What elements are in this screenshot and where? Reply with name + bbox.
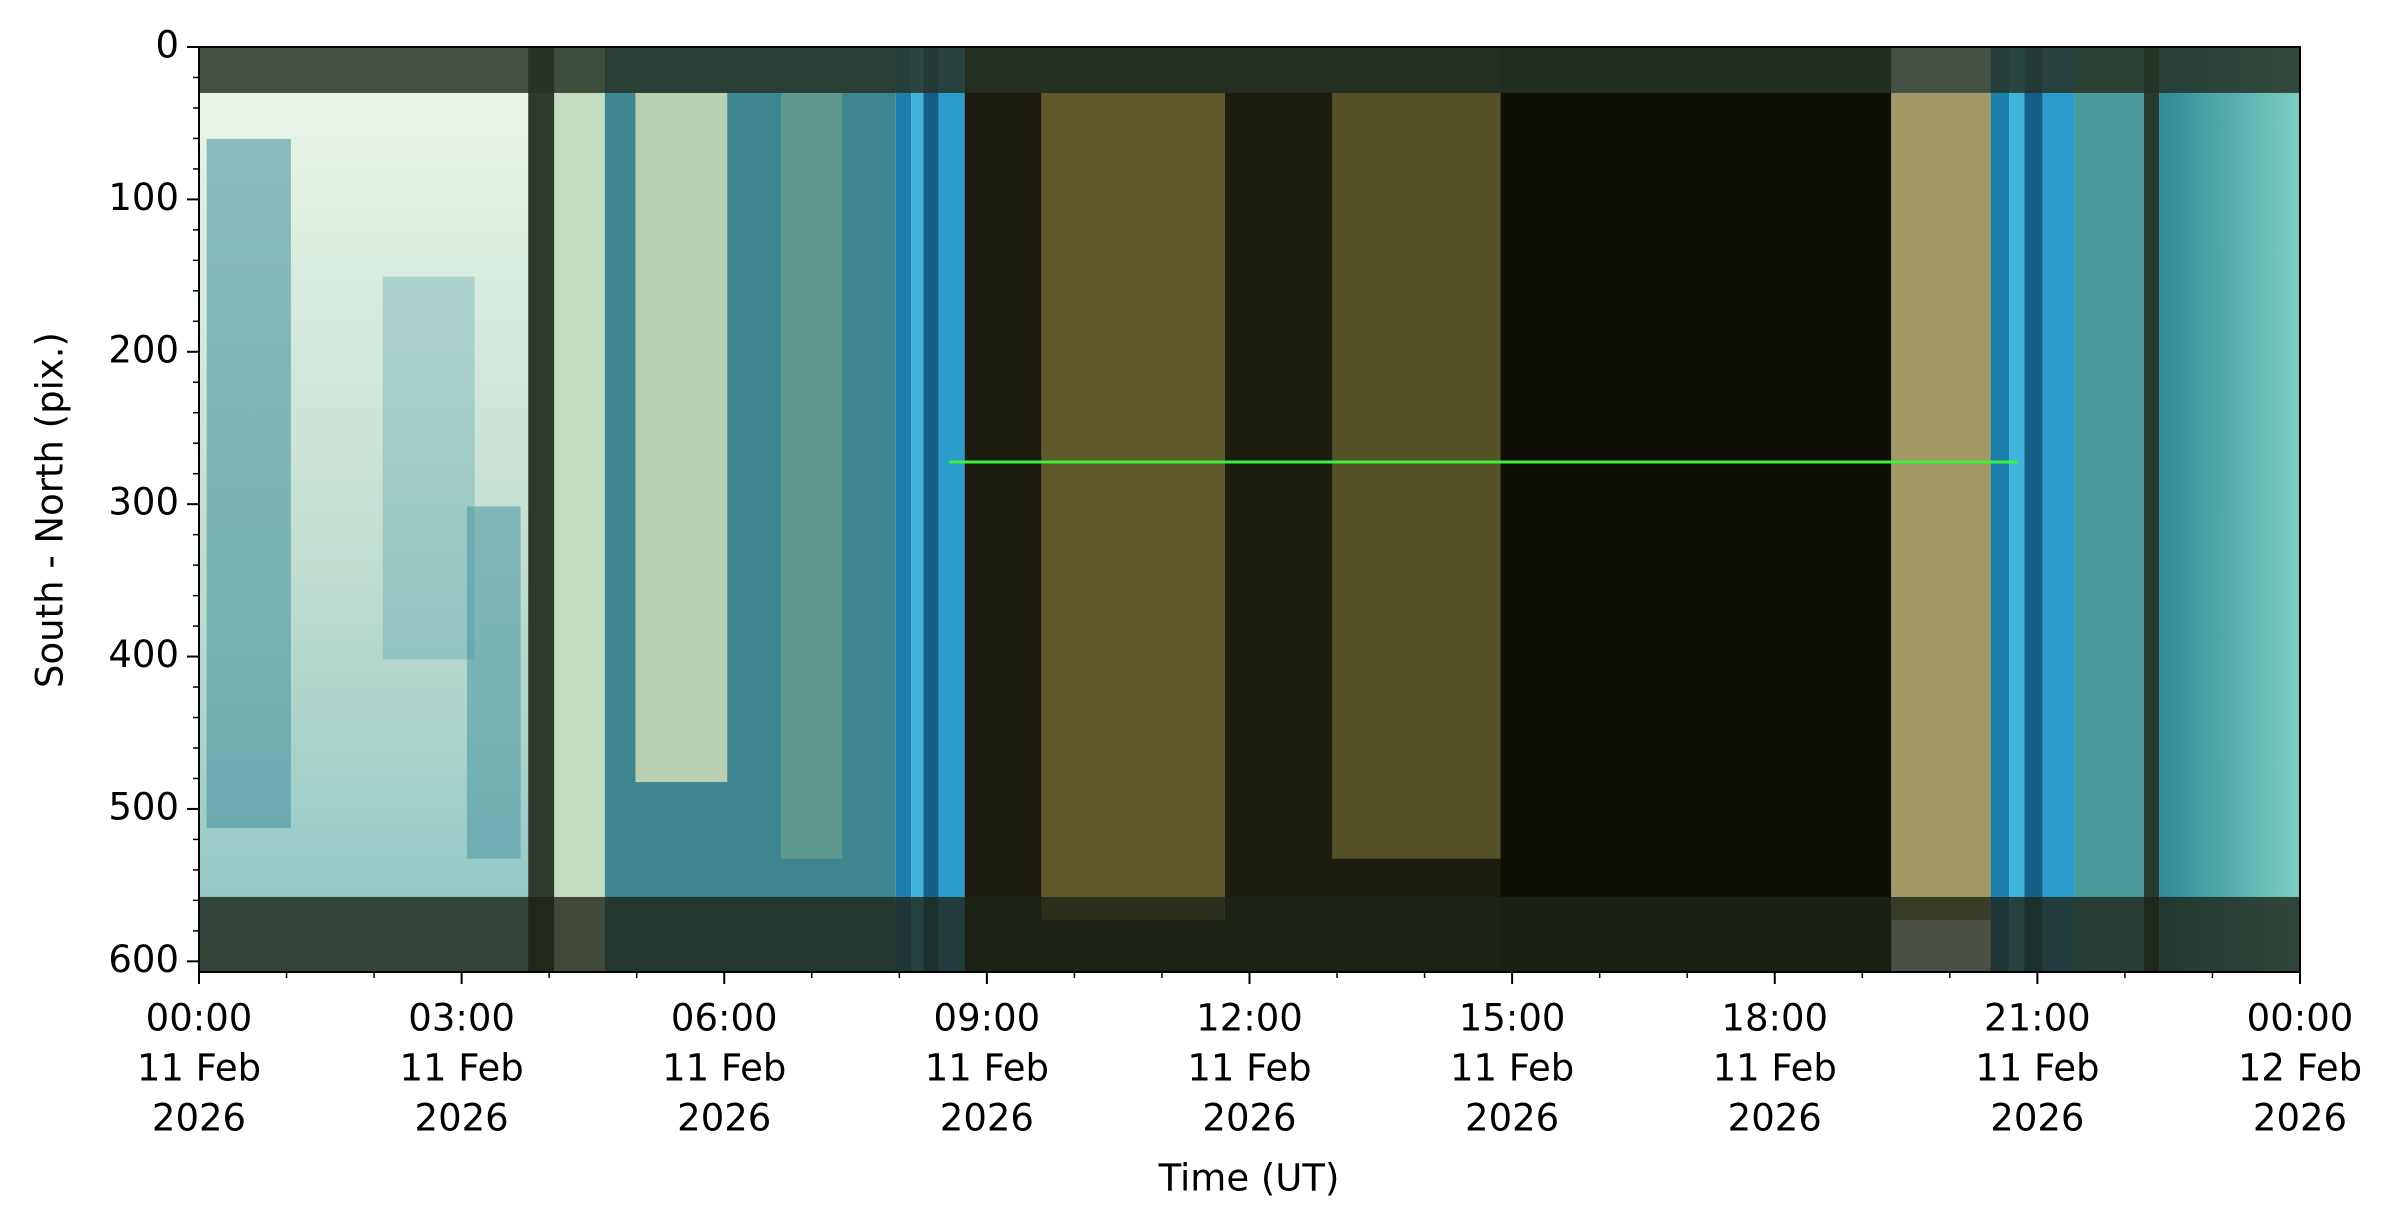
y-axis-label: South - North (pix.)	[29, 332, 72, 688]
y-tick-label: 200	[108, 328, 179, 371]
x-tick-label: 2026	[2253, 1097, 2347, 1140]
x-tick-label: 2026	[1465, 1097, 1559, 1140]
x-tick-label: 18:00	[1721, 997, 1828, 1040]
x-tick-label: 2026	[152, 1097, 246, 1140]
x-tick-label: 11 Feb	[1187, 1047, 1311, 1090]
x-tick-label: 06:00	[671, 997, 778, 1040]
y-tick-label: 400	[108, 633, 179, 676]
x-tick-label: 11 Feb	[399, 1047, 523, 1090]
y-tick-label: 600	[108, 938, 179, 981]
x-tick-label: 11 Feb	[1450, 1047, 1574, 1090]
x-tick-label: 2026	[415, 1097, 509, 1140]
x-tick-label: 09:00	[934, 997, 1041, 1040]
x-tick-label: 12:00	[1196, 997, 1303, 1040]
x-tick-label: 11 Feb	[1975, 1047, 2099, 1090]
x-tick-label: 2026	[1990, 1097, 2084, 1140]
y-tick-label: 300	[108, 481, 179, 524]
keogram-image	[199, 47, 2300, 972]
x-tick-label: 11 Feb	[137, 1047, 261, 1090]
x-tick-label: 2026	[677, 1097, 771, 1140]
y-tick-label: 0	[155, 24, 179, 67]
x-tick-label: 12 Feb	[2238, 1047, 2362, 1090]
x-axis-label: Time (UT)	[1158, 1157, 1340, 1200]
x-tick-label: 11 Feb	[662, 1047, 786, 1090]
y-tick-label: 100	[108, 176, 179, 219]
x-tick-label: 2026	[1202, 1097, 1296, 1140]
x-tick-label: 11 Feb	[1713, 1047, 1837, 1090]
y-tick-label: 500	[108, 785, 179, 828]
x-tick-label: 15:00	[1459, 997, 1566, 1040]
x-tick-label: 11 Feb	[925, 1047, 1049, 1090]
x-tick-label: 00:00	[2247, 997, 2354, 1040]
x-tick-label: 2026	[1728, 1097, 1822, 1140]
x-tick-label: 00:00	[146, 997, 253, 1040]
x-tick-label: 03:00	[408, 997, 515, 1040]
x-tick-label: 2026	[940, 1097, 1034, 1140]
x-tick-label: 21:00	[1984, 997, 2091, 1040]
